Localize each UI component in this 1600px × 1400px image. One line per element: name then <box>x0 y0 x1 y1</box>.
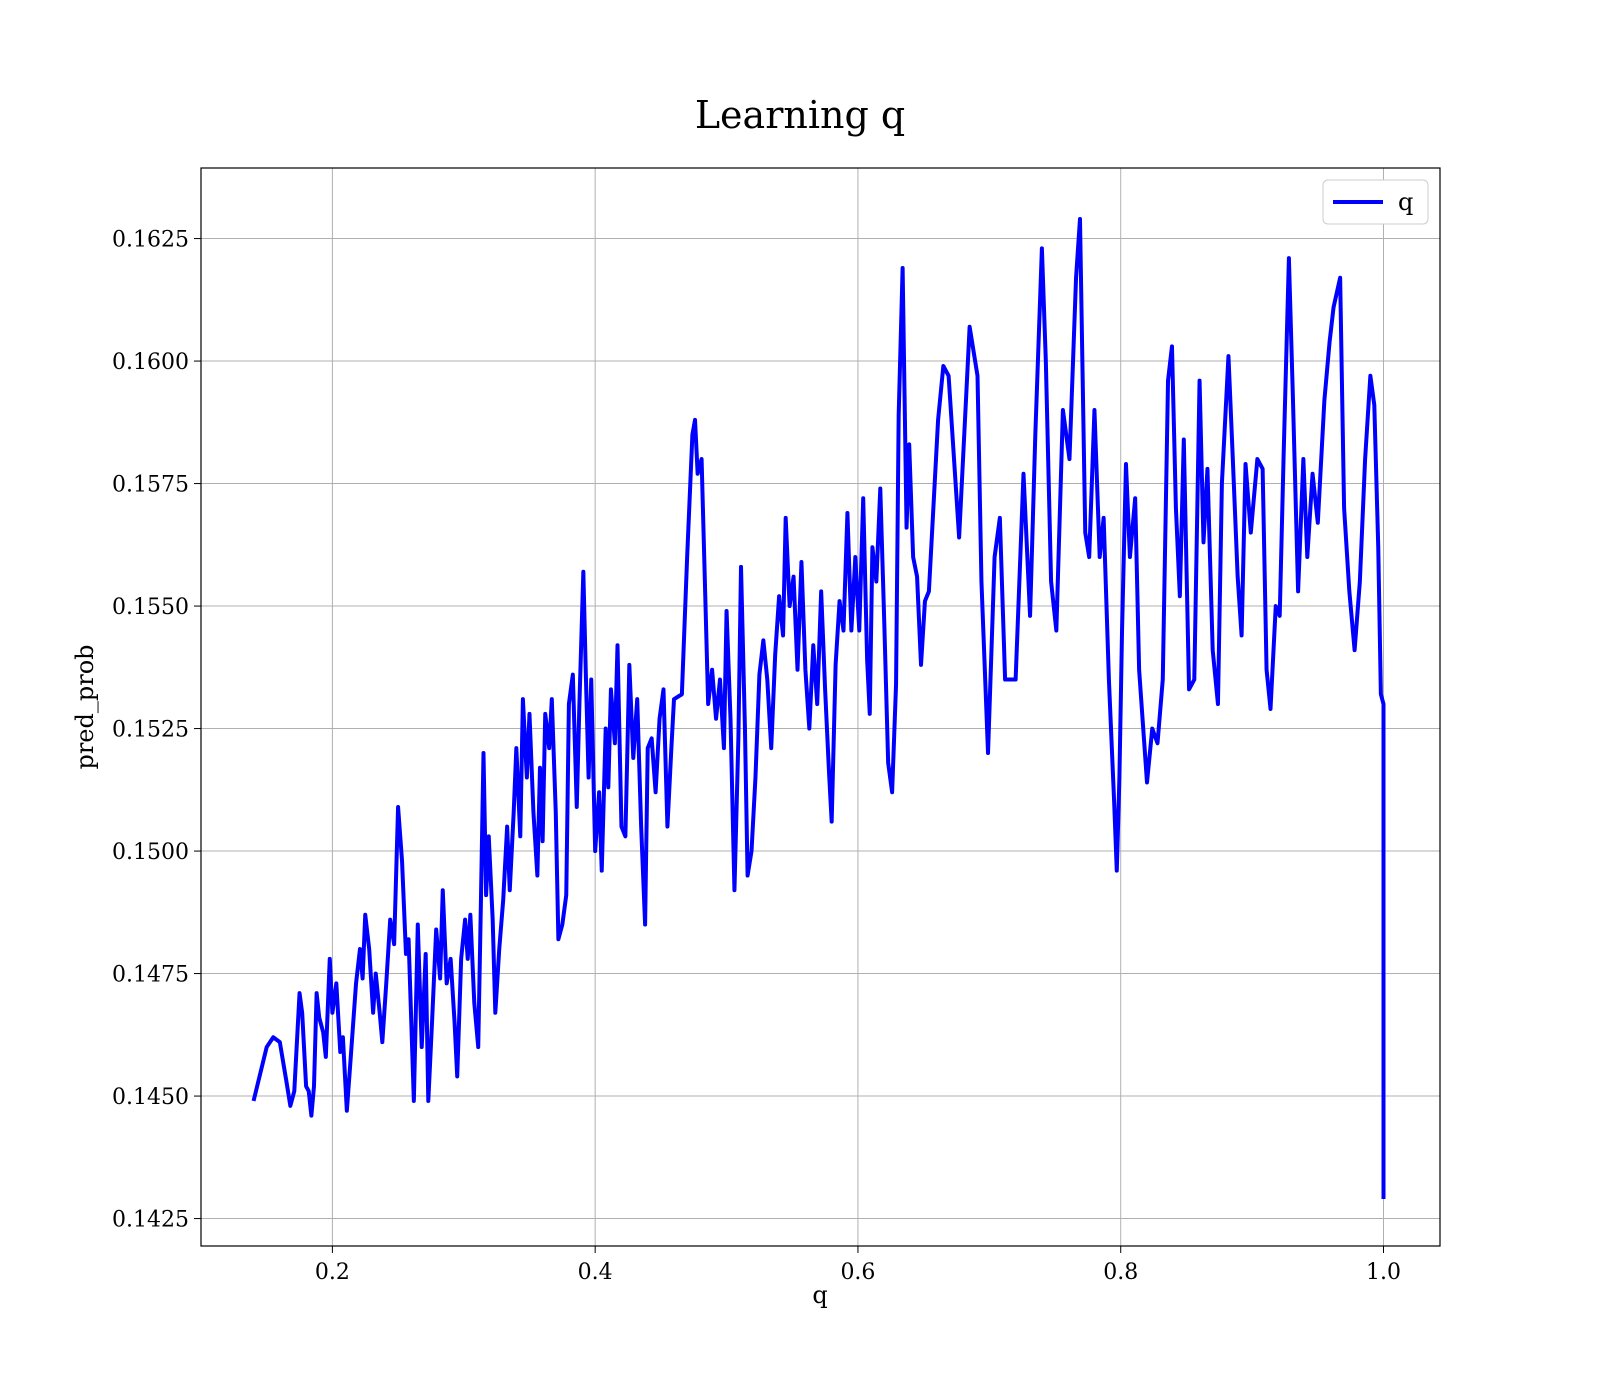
x-axis-label: q <box>812 1281 827 1309</box>
x-tick-label: 0.6 <box>840 1260 875 1285</box>
y-tick-label: 0.1500 <box>112 840 189 865</box>
x-tick-label: 0.8 <box>1103 1260 1138 1285</box>
y-tick-label: 0.1575 <box>112 473 189 498</box>
y-tick-label: 0.1600 <box>112 350 189 375</box>
y-axis-label: pred_prob <box>71 644 99 769</box>
y-tick-label: 0.1625 <box>112 228 189 253</box>
x-tick-label: 0.2 <box>315 1260 350 1285</box>
y-tick-label: 0.1450 <box>112 1085 189 1110</box>
y-tick-label: 0.1475 <box>112 963 189 988</box>
y-tick-label: 0.1525 <box>112 718 189 743</box>
y-tick-label: 0.1550 <box>112 595 189 620</box>
y-tick-label: 0.1425 <box>112 1208 189 1233</box>
chart-title: Learning q <box>695 93 905 137</box>
data-line <box>251 216 1386 1199</box>
plot-frame <box>200 167 1441 1247</box>
x-tick-label: 0.4 <box>578 1260 613 1285</box>
x-tick-label: 1.0 <box>1366 1260 1401 1285</box>
legend-label: q <box>1398 188 1413 216</box>
